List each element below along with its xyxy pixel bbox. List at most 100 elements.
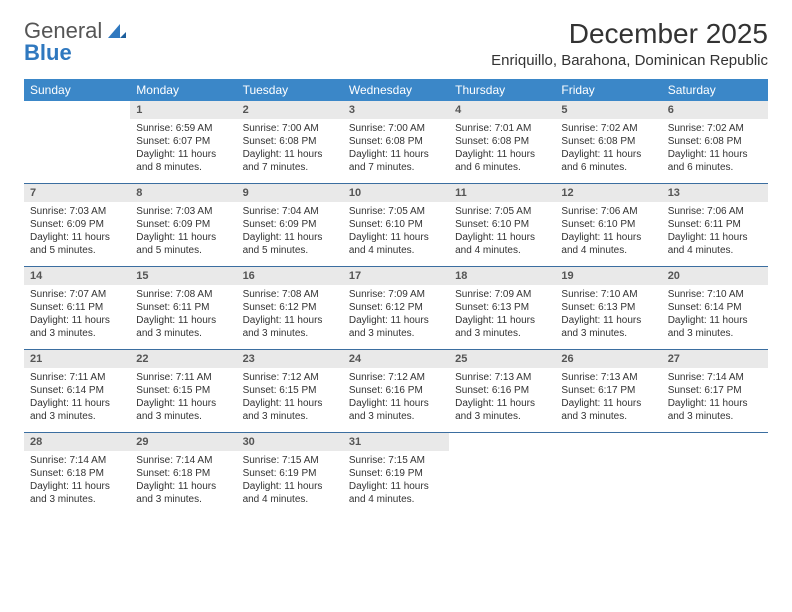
day-line: Sunset: 6:16 PM [455, 384, 549, 397]
day-cell: 6Sunrise: 7:02 AMSunset: 6:08 PMDaylight… [662, 101, 768, 183]
weekday-header: Sunday [24, 79, 130, 101]
day-line: Sunrise: 7:06 AM [668, 205, 762, 218]
day-cell: 29Sunrise: 7:14 AMSunset: 6:18 PMDayligh… [130, 433, 236, 515]
day-line: Sunset: 6:17 PM [561, 384, 655, 397]
day-line: Sunrise: 7:14 AM [136, 454, 230, 467]
day-line: Daylight: 11 hours and 3 minutes. [455, 397, 549, 423]
day-body: Sunrise: 7:15 AMSunset: 6:19 PMDaylight:… [343, 451, 449, 512]
day-cell: 16Sunrise: 7:08 AMSunset: 6:12 PMDayligh… [237, 267, 343, 349]
day-line: Sunset: 6:13 PM [455, 301, 549, 314]
week-row: 21Sunrise: 7:11 AMSunset: 6:14 PMDayligh… [24, 350, 768, 433]
day-line: Sunrise: 7:09 AM [455, 288, 549, 301]
week-row: 1Sunrise: 6:59 AMSunset: 6:07 PMDaylight… [24, 101, 768, 184]
weekday-header: Wednesday [343, 79, 449, 101]
weekday-header: Saturday [662, 79, 768, 101]
day-line: Sunrise: 7:09 AM [349, 288, 443, 301]
day-body: Sunrise: 7:13 AMSunset: 6:17 PMDaylight:… [555, 368, 661, 429]
day-body: Sunrise: 7:14 AMSunset: 6:17 PMDaylight:… [662, 368, 768, 429]
day-body: Sunrise: 7:14 AMSunset: 6:18 PMDaylight:… [24, 451, 130, 512]
logo-line2: Blue [24, 40, 72, 66]
day-body: Sunrise: 7:02 AMSunset: 6:08 PMDaylight:… [555, 119, 661, 180]
day-number: 3 [343, 101, 449, 119]
day-number [662, 433, 768, 451]
day-line: Sunset: 6:18 PM [136, 467, 230, 480]
day-number: 28 [24, 433, 130, 451]
day-line: Sunrise: 7:06 AM [561, 205, 655, 218]
day-cell: 17Sunrise: 7:09 AMSunset: 6:12 PMDayligh… [343, 267, 449, 349]
day-body: Sunrise: 7:09 AMSunset: 6:13 PMDaylight:… [449, 285, 555, 346]
day-cell: 7Sunrise: 7:03 AMSunset: 6:09 PMDaylight… [24, 184, 130, 266]
weekday-header: Thursday [449, 79, 555, 101]
day-line: Sunrise: 7:11 AM [136, 371, 230, 384]
day-line: Daylight: 11 hours and 5 minutes. [243, 231, 337, 257]
day-number: 20 [662, 267, 768, 285]
day-line: Sunset: 6:10 PM [561, 218, 655, 231]
day-body: Sunrise: 7:10 AMSunset: 6:14 PMDaylight:… [662, 285, 768, 346]
day-body: Sunrise: 7:07 AMSunset: 6:11 PMDaylight:… [24, 285, 130, 346]
day-line: Sunset: 6:19 PM [349, 467, 443, 480]
day-line: Daylight: 11 hours and 3 minutes. [136, 314, 230, 340]
day-line: Sunrise: 6:59 AM [136, 122, 230, 135]
day-cell: 2Sunrise: 7:00 AMSunset: 6:08 PMDaylight… [237, 101, 343, 183]
day-line: Daylight: 11 hours and 6 minutes. [561, 148, 655, 174]
day-cell: 24Sunrise: 7:12 AMSunset: 6:16 PMDayligh… [343, 350, 449, 432]
day-number: 13 [662, 184, 768, 202]
day-line: Daylight: 11 hours and 3 minutes. [30, 314, 124, 340]
day-line: Daylight: 11 hours and 3 minutes. [668, 397, 762, 423]
day-line: Sunset: 6:12 PM [349, 301, 443, 314]
day-body: Sunrise: 7:11 AMSunset: 6:15 PMDaylight:… [130, 368, 236, 429]
day-body: Sunrise: 7:05 AMSunset: 6:10 PMDaylight:… [449, 202, 555, 263]
day-body: Sunrise: 7:05 AMSunset: 6:10 PMDaylight:… [343, 202, 449, 263]
day-body: Sunrise: 7:14 AMSunset: 6:18 PMDaylight:… [130, 451, 236, 512]
day-cell: 21Sunrise: 7:11 AMSunset: 6:14 PMDayligh… [24, 350, 130, 432]
day-body: Sunrise: 7:08 AMSunset: 6:11 PMDaylight:… [130, 285, 236, 346]
day-line: Daylight: 11 hours and 5 minutes. [136, 231, 230, 257]
day-line: Sunset: 6:10 PM [455, 218, 549, 231]
day-line: Daylight: 11 hours and 3 minutes. [30, 397, 124, 423]
day-number: 5 [555, 101, 661, 119]
day-line: Daylight: 11 hours and 3 minutes. [668, 314, 762, 340]
day-line: Daylight: 11 hours and 4 minutes. [668, 231, 762, 257]
day-line: Sunrise: 7:08 AM [243, 288, 337, 301]
day-line: Sunrise: 7:08 AM [136, 288, 230, 301]
day-line: Sunrise: 7:03 AM [30, 205, 124, 218]
day-cell: 12Sunrise: 7:06 AMSunset: 6:10 PMDayligh… [555, 184, 661, 266]
day-number [555, 433, 661, 451]
day-cell: 22Sunrise: 7:11 AMSunset: 6:15 PMDayligh… [130, 350, 236, 432]
day-line: Daylight: 11 hours and 3 minutes. [136, 480, 230, 506]
day-number: 23 [237, 350, 343, 368]
day-line: Sunrise: 7:12 AM [349, 371, 443, 384]
day-line: Sunset: 6:08 PM [349, 135, 443, 148]
day-body: Sunrise: 7:12 AMSunset: 6:16 PMDaylight:… [343, 368, 449, 429]
day-cell: 11Sunrise: 7:05 AMSunset: 6:10 PMDayligh… [449, 184, 555, 266]
day-line: Sunset: 6:11 PM [136, 301, 230, 314]
day-line: Sunrise: 7:11 AM [30, 371, 124, 384]
day-line: Sunrise: 7:10 AM [668, 288, 762, 301]
day-line: Sunset: 6:14 PM [30, 384, 124, 397]
day-body: Sunrise: 7:00 AMSunset: 6:08 PMDaylight:… [343, 119, 449, 180]
weekday-header: Monday [130, 79, 236, 101]
day-number: 22 [130, 350, 236, 368]
day-cell [449, 433, 555, 515]
day-line: Daylight: 11 hours and 4 minutes. [561, 231, 655, 257]
day-line: Sunrise: 7:02 AM [668, 122, 762, 135]
day-line: Sunset: 6:08 PM [668, 135, 762, 148]
weekday-header: Tuesday [237, 79, 343, 101]
day-line: Daylight: 11 hours and 3 minutes. [561, 397, 655, 423]
day-line: Sunset: 6:19 PM [243, 467, 337, 480]
day-line: Sunset: 6:08 PM [561, 135, 655, 148]
weekday-header: Friday [555, 79, 661, 101]
day-cell: 20Sunrise: 7:10 AMSunset: 6:14 PMDayligh… [662, 267, 768, 349]
day-line: Daylight: 11 hours and 3 minutes. [455, 314, 549, 340]
day-number: 16 [237, 267, 343, 285]
day-line: Sunset: 6:12 PM [243, 301, 337, 314]
day-line: Daylight: 11 hours and 3 minutes. [30, 480, 124, 506]
day-line: Daylight: 11 hours and 3 minutes. [349, 397, 443, 423]
day-body [449, 451, 555, 460]
day-number: 24 [343, 350, 449, 368]
day-body: Sunrise: 7:12 AMSunset: 6:15 PMDaylight:… [237, 368, 343, 429]
day-line: Sunrise: 7:14 AM [30, 454, 124, 467]
day-cell: 27Sunrise: 7:14 AMSunset: 6:17 PMDayligh… [662, 350, 768, 432]
day-line: Sunrise: 7:03 AM [136, 205, 230, 218]
day-line: Sunrise: 7:02 AM [561, 122, 655, 135]
